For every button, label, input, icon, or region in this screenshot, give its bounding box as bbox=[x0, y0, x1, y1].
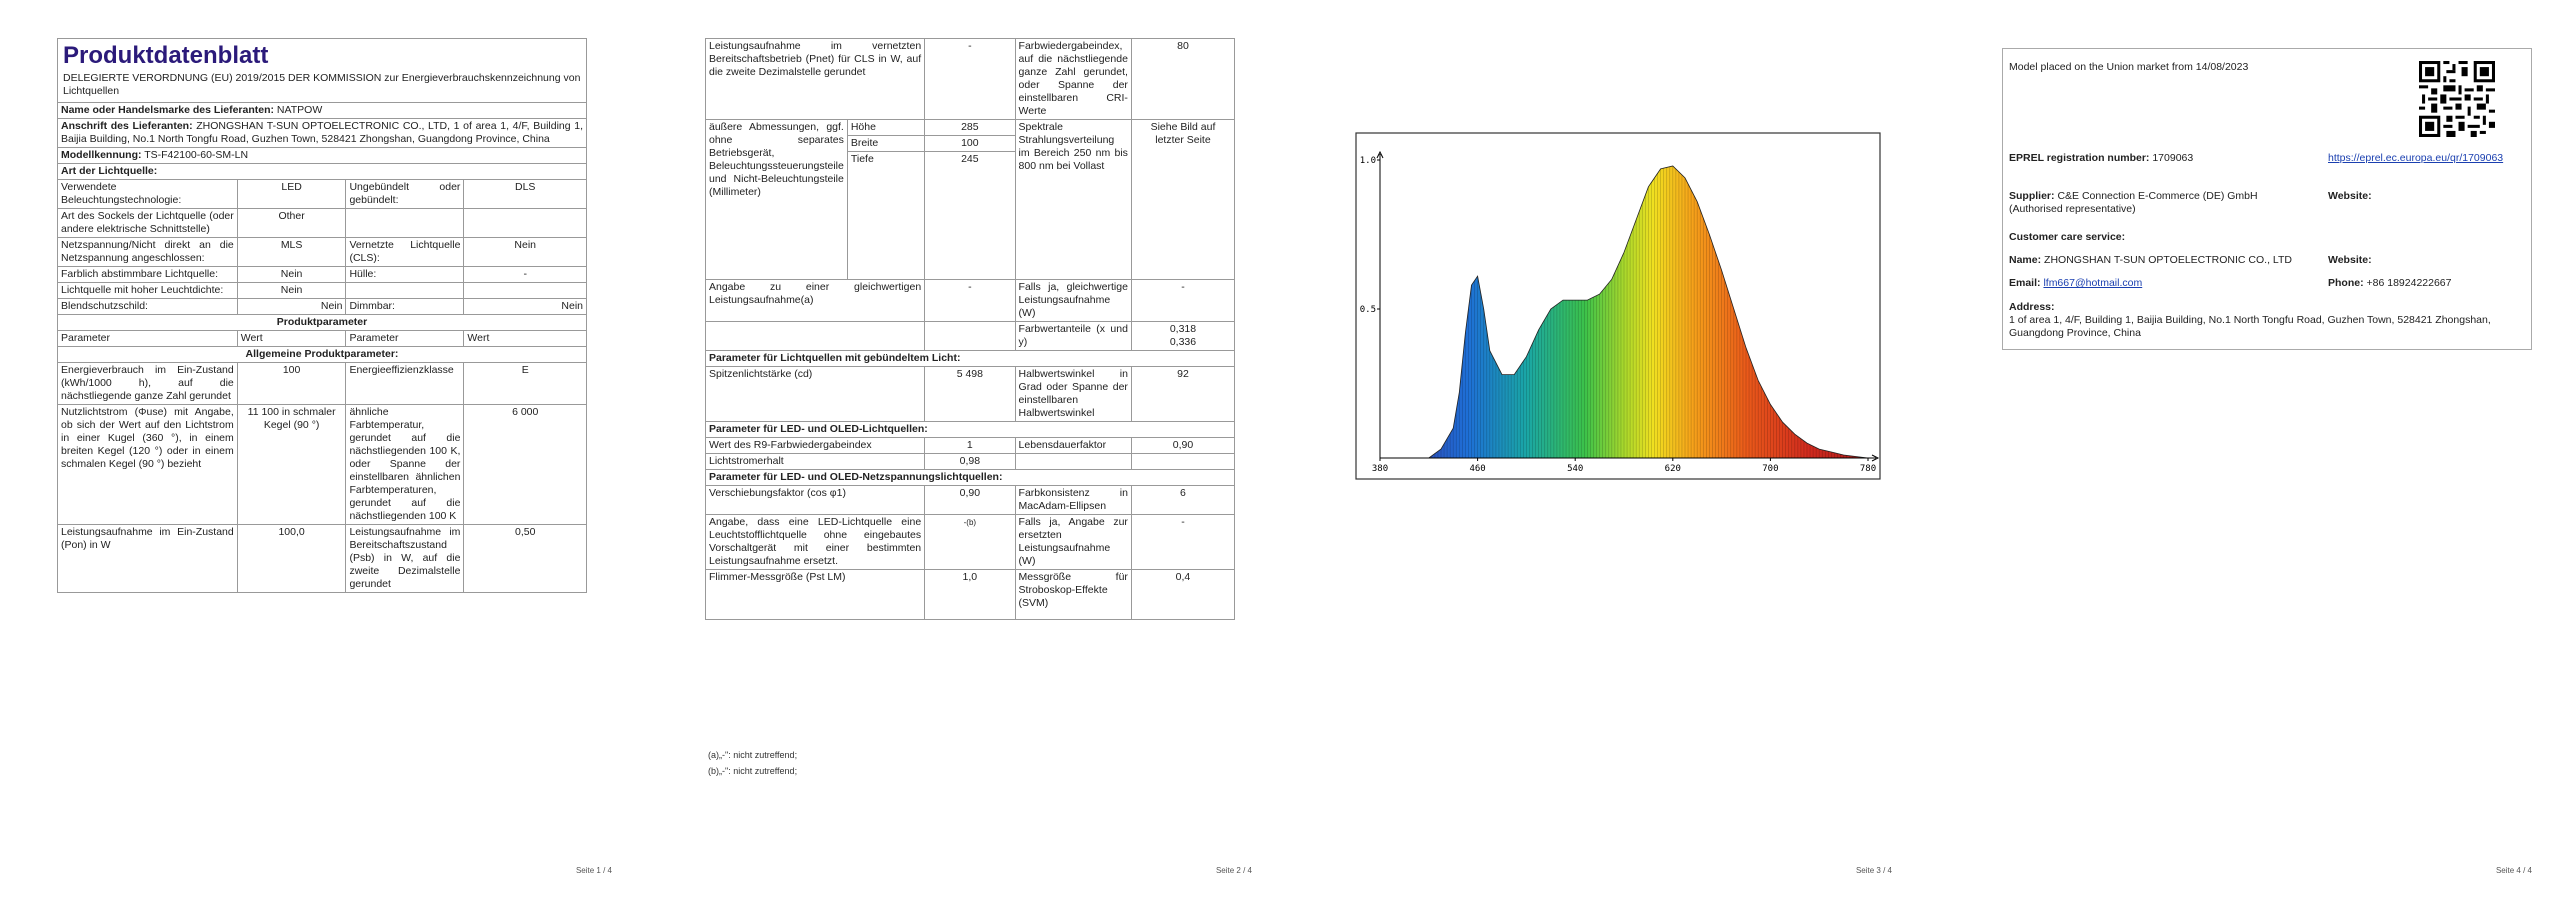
y-tick-label: 0.5 bbox=[1360, 305, 1376, 315]
product-datasheet-table: Produktdatenblatt DELEGIERTE VERORDNUNG … bbox=[57, 38, 587, 593]
table-row: Wert des R9-Farbwiedergabeindex 1 Lebensd… bbox=[704, 437, 1236, 454]
address-label: Address: bbox=[2009, 301, 2055, 313]
axis-arrows bbox=[1376, 150, 1880, 462]
page-number: Seite 4 / 4 bbox=[2495, 866, 2532, 875]
y-tick-label: 1.0 bbox=[1360, 156, 1376, 166]
supplier-row: Supplier: C&E Connection E-Commerce (DE)… bbox=[2009, 190, 2258, 215]
led-header: Parameter für LED- und OLED-Lichtquellen… bbox=[705, 421, 1235, 438]
supplier-name-row: Name oder Handelsmarke des Lieferanten: … bbox=[57, 102, 587, 119]
x-tick-label: 620 bbox=[1665, 464, 1681, 474]
spectrum-chart: 380 460 540 620 700 780 0.5 1.0 bbox=[1355, 132, 1881, 480]
footnote-b: (b)„-": nicht zutreffend; bbox=[708, 766, 798, 776]
table-row: Farbwertanteile (x und y) 0,318 0,336 bbox=[704, 321, 1236, 351]
table-row: Blendschutzschild: Nein Dimmbar: Nein bbox=[57, 298, 587, 315]
eprel-link[interactable]: https://eprel.ec.europa.eu/qr/1709063 bbox=[2328, 152, 2504, 164]
table-row: Farblich abstimmbare Lichtquelle: Nein Hül… bbox=[57, 266, 587, 283]
address-text: 1 of area 1, 4/F, Building 1, Baijia Bui… bbox=[2009, 314, 2491, 339]
qr-code-icon[interactable] bbox=[2419, 61, 2495, 137]
table-row: Leistungsaufnahme im Ein-Zustand (Pon) i… bbox=[57, 524, 587, 593]
x-tick-label: 780 bbox=[1860, 464, 1876, 474]
page-1: Produktdatenblatt DELEGIERTE VERORDNUNG … bbox=[0, 0, 640, 905]
table-row: Lichtstromerhalt 0,98 bbox=[704, 453, 1236, 470]
website-label: Website: bbox=[2328, 190, 2372, 202]
table-row: Nutzlichtstrom (Φuse) mit Angabe, ob sic… bbox=[57, 404, 587, 525]
name-row: Name: ZHONGSHAN T-SUN OPTOELECTRONIC CO.… bbox=[2009, 254, 2292, 266]
x-tick-label: 700 bbox=[1762, 464, 1778, 474]
table-row: Art des Sockels der Lichtquelle (oder an… bbox=[57, 208, 587, 238]
email-link[interactable]: lfm667@hotmail.com bbox=[2043, 277, 2143, 289]
table-row: Flimmer-Messgröße (Pst LM) 1,0 Messgröße … bbox=[704, 569, 1236, 620]
eprel-row: EPREL registration number: 1709063 bbox=[2009, 152, 2194, 164]
table-row: Angabe, dass eine LED-Lichtquelle eine L… bbox=[704, 514, 1236, 570]
eprel-info-box: Model placed on the Union market from 14… bbox=[2002, 48, 2532, 350]
table-row: Leistungsaufnahme im vernetzten Bereitsc… bbox=[704, 38, 1236, 120]
page-number: Seite 2 / 4 bbox=[1215, 866, 1252, 875]
phone-row: Phone: +86 18924222667 bbox=[2328, 277, 2452, 289]
placed-on-market: Model placed on the Union market from 14… bbox=[2009, 61, 2249, 73]
page-number: Seite 3 / 4 bbox=[1855, 866, 1892, 875]
supplier-address-row: Anschrift des Lieferanten: ZHONGSHAN T-S… bbox=[57, 118, 587, 148]
table-row: Tiefe 245 bbox=[706, 151, 1235, 280]
x-tick-label: 460 bbox=[1469, 464, 1485, 474]
lightsource-type-header: Art der Lichtquelle: bbox=[57, 163, 587, 180]
customer-care-heading: Customer care service: bbox=[2009, 231, 2126, 243]
product-datasheet-table-continued: Leistungsaufnahme im vernetzten Bereitsc… bbox=[704, 38, 1236, 620]
table-row: Verwendete Beleuchtungstechnologie: LED Un… bbox=[57, 179, 587, 209]
spectrum-series-line bbox=[1380, 165, 1869, 459]
table-row: Spitzenlichtstärke (cd) 5 498 Halbwertswi… bbox=[704, 366, 1236, 422]
page-number: Seite 1 / 4 bbox=[575, 866, 612, 875]
mains-header: Parameter für LED- und OLED-Netzspannung… bbox=[705, 469, 1235, 486]
page-3: 380 460 540 620 700 780 0.5 1.0 Seite 3 / 4 bbox=[1355, 132, 1892, 875]
spectrum-area bbox=[1380, 166, 1868, 458]
x-tick-label: 540 bbox=[1567, 464, 1583, 474]
regulation-text: DELEGIERTE VERORDNUNG (EU) 2019/2015 DER… bbox=[63, 72, 581, 97]
page-2: Leistungsaufnahme im vernetzten Bereitsc… bbox=[704, 38, 1252, 875]
table-row: Energieverbrauch im Ein-Zustand (kWh/100… bbox=[57, 362, 587, 405]
footnote-a: (a)„-": nicht zutreffend; bbox=[708, 750, 798, 760]
website-label-2: Website: bbox=[2328, 254, 2372, 266]
x-tick-label: 380 bbox=[1372, 464, 1388, 474]
email-row: Email: lfm667@hotmail.com bbox=[2009, 277, 2143, 289]
page-title: Produktdatenblatt bbox=[63, 42, 269, 69]
